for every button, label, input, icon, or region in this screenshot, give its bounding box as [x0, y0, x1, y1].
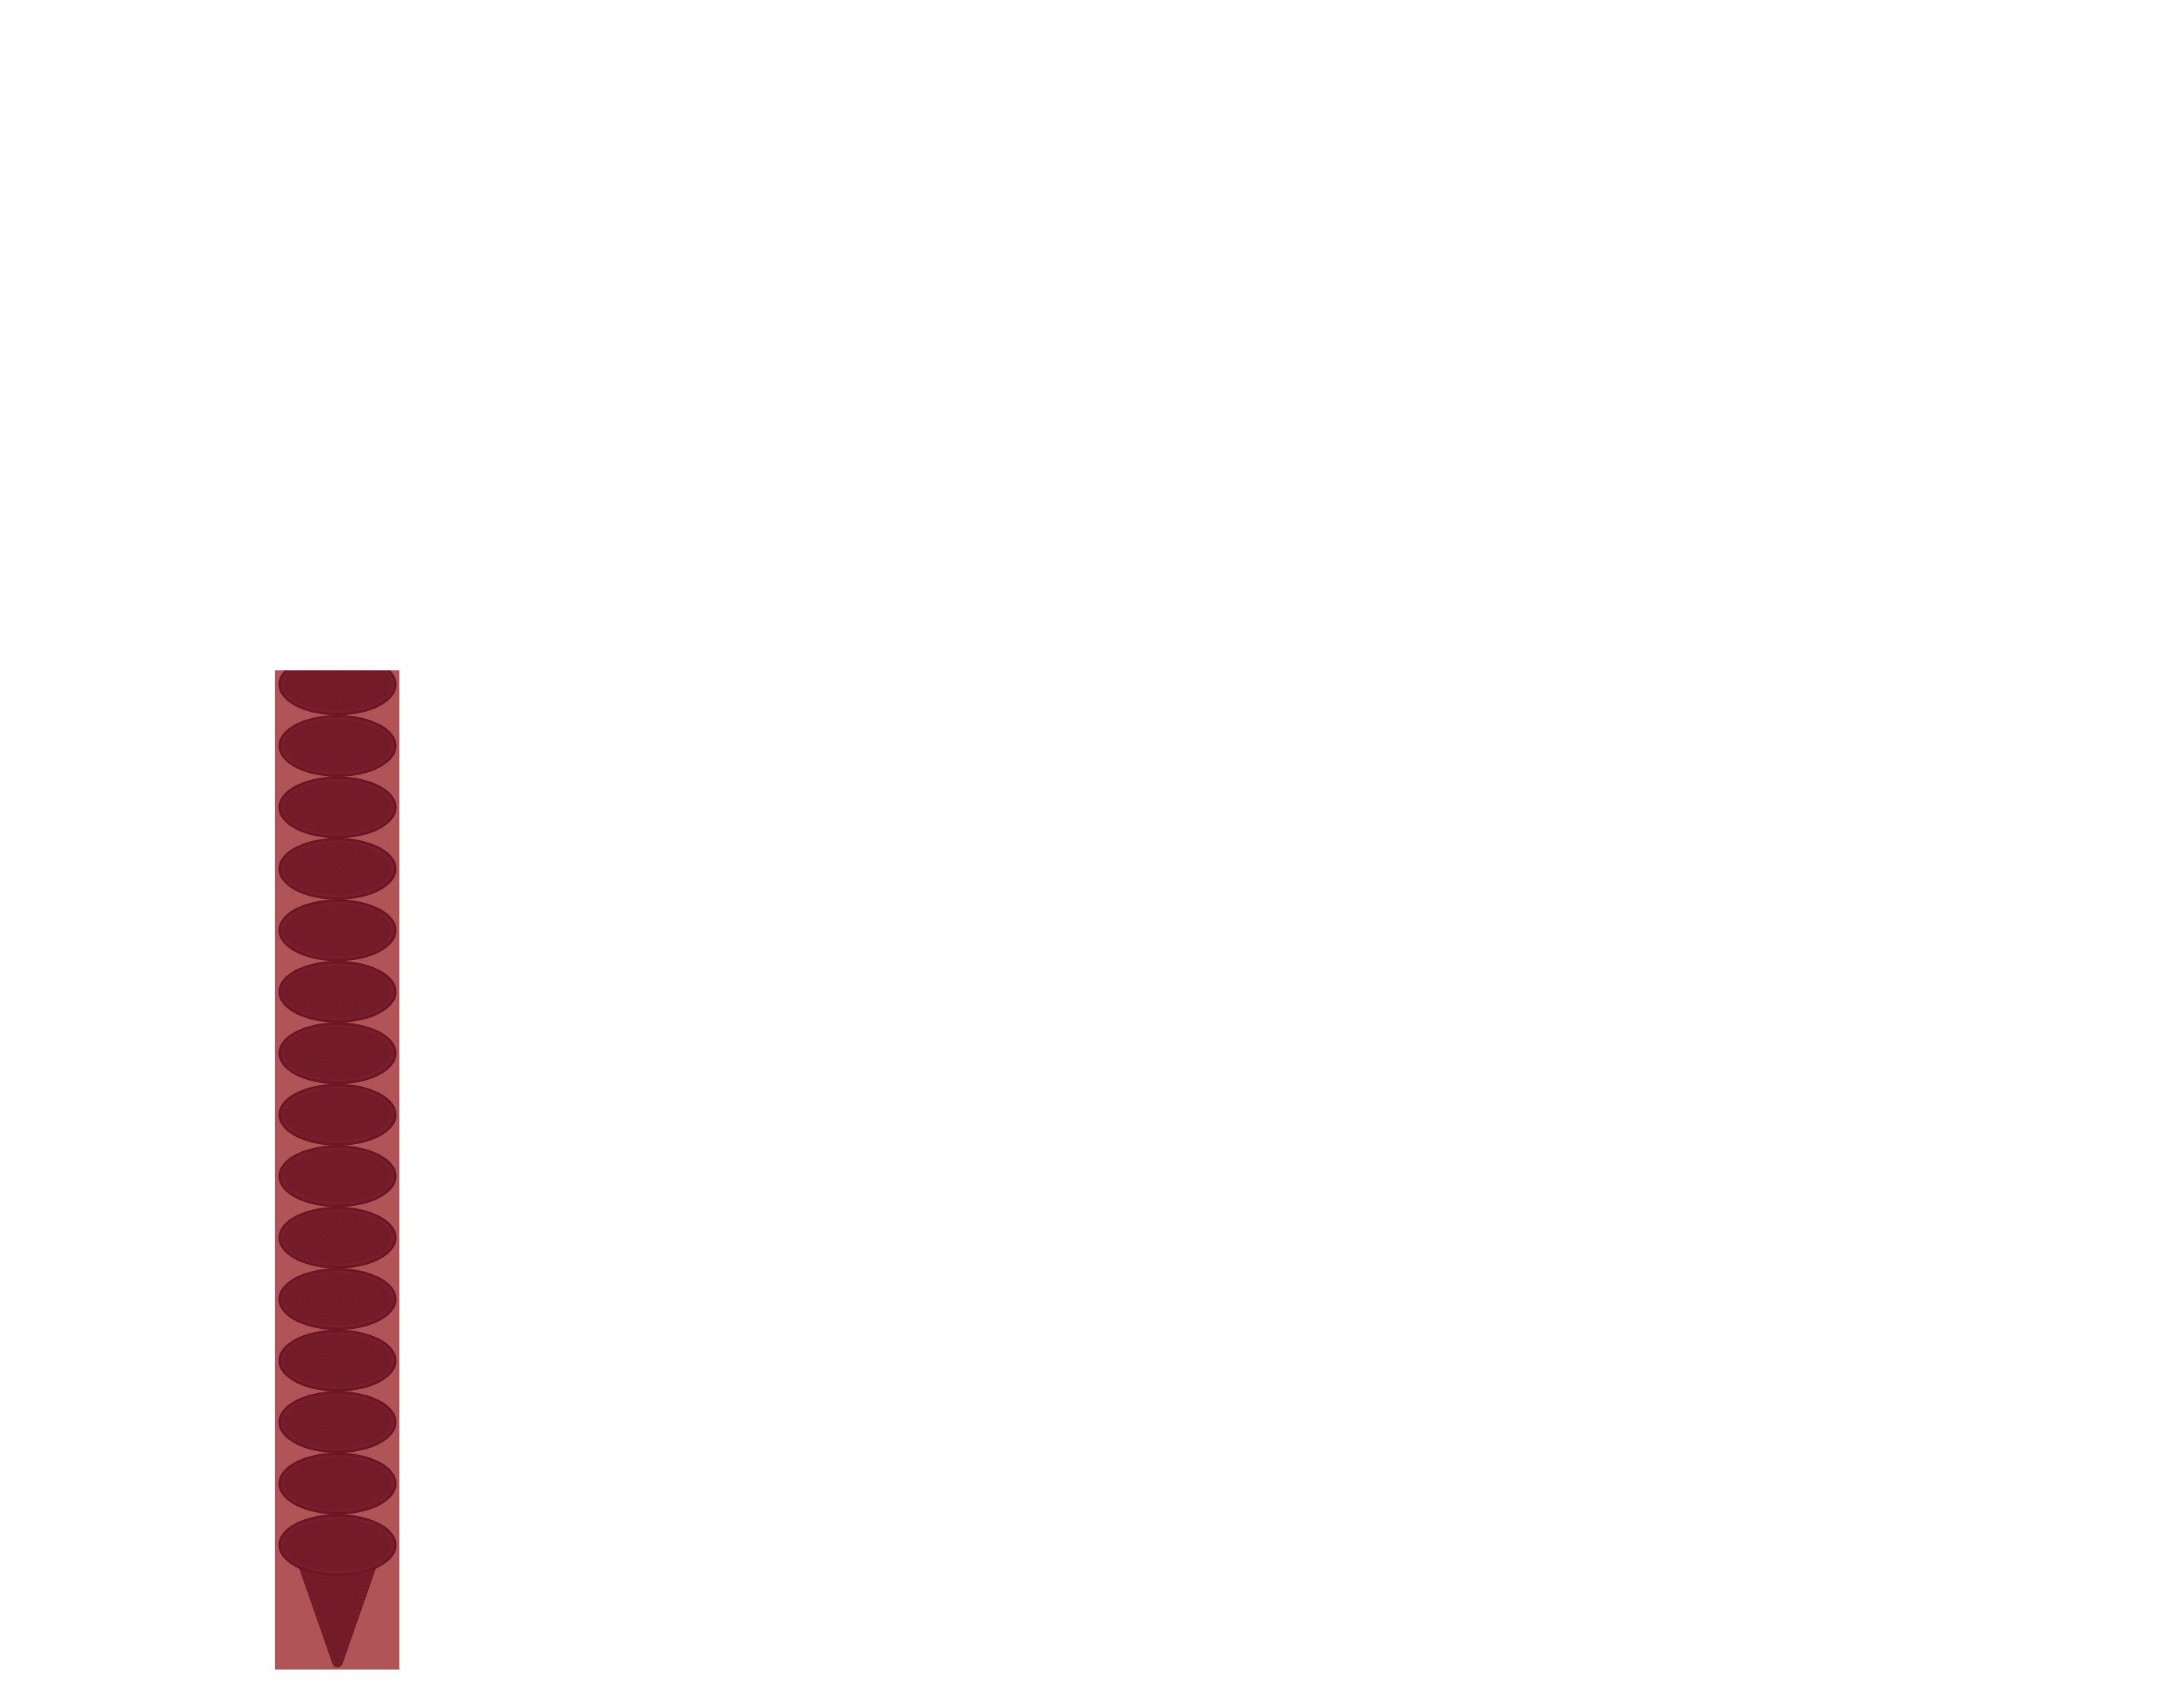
scoop — [278, 1514, 397, 1576]
scoop — [278, 1207, 397, 1269]
scoop — [278, 1330, 397, 1392]
scoop — [278, 1145, 397, 1208]
scoop — [278, 1391, 397, 1453]
scoop — [278, 776, 397, 839]
scoop — [278, 670, 397, 716]
scoop — [278, 961, 397, 1023]
scoop — [278, 715, 397, 777]
scoop — [278, 1453, 397, 1514]
scoop — [278, 1268, 397, 1330]
scoop — [278, 1022, 397, 1085]
cone-texture — [294, 1553, 381, 1668]
scoop — [278, 899, 397, 962]
scoop — [278, 1084, 397, 1146]
ice-cream-stack-panel — [275, 670, 399, 1670]
scoop — [278, 838, 397, 900]
ice-cream-cone-icon — [278, 670, 397, 1668]
